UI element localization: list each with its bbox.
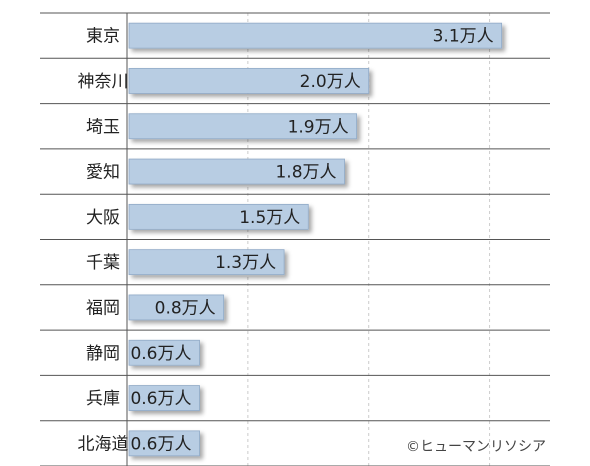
bar	[128, 68, 370, 94]
bar	[128, 249, 285, 276]
data-label: 1.3万人	[215, 253, 276, 273]
category-label: 兵庫	[86, 389, 120, 409]
category-label: 神奈川	[78, 72, 129, 92]
bar	[128, 294, 225, 321]
bar	[128, 430, 200, 457]
category-label: 東京	[86, 27, 120, 47]
data-label: 1.9万人	[288, 117, 349, 137]
copyright-credit: ©ヒューマンリソシア	[406, 439, 546, 455]
data-label: 2.0万人	[300, 72, 361, 92]
bar	[128, 22, 503, 49]
data-label: 0.8万人	[155, 298, 216, 318]
bar	[128, 158, 345, 185]
data-label: 0.6万人	[130, 434, 191, 454]
category-label: 大阪	[86, 208, 120, 228]
data-label: 1.5万人	[239, 208, 300, 228]
category-label: 北海道	[78, 434, 129, 454]
category-label: 静岡	[86, 344, 120, 364]
bar	[128, 203, 309, 230]
data-label: 0.6万人	[130, 344, 191, 364]
category-label: 福岡	[86, 298, 120, 318]
category-label: 千葉	[86, 253, 120, 273]
bar	[128, 385, 200, 411]
data-label: 1.8万人	[275, 163, 336, 183]
bar	[128, 339, 200, 366]
bar	[128, 113, 358, 140]
data-label: 0.6万人	[130, 389, 191, 409]
category-label: 愛知	[86, 163, 120, 183]
data-label: 3.1万人	[433, 27, 494, 47]
category-label: 埼玉	[86, 117, 120, 137]
